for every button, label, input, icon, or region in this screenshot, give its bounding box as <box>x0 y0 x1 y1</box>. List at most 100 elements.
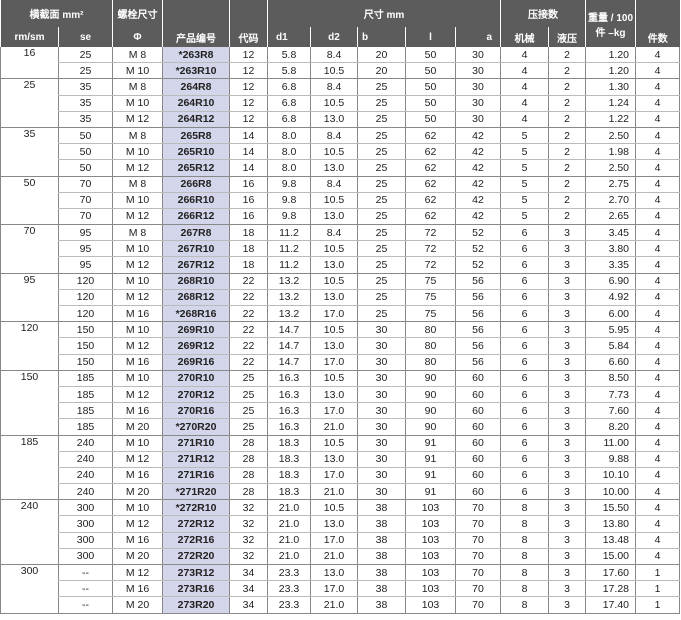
cell-code: 16 <box>229 192 268 209</box>
cell-weight: 7.60 <box>585 402 636 420</box>
cell-b: 30 <box>357 370 406 387</box>
cell-a: 30 <box>455 111 501 128</box>
cell-hydr: 3 <box>548 451 586 468</box>
cell-bolt: M 8 <box>112 224 163 242</box>
cell-a: 52 <box>455 256 501 274</box>
cell-b: 30 <box>357 321 406 339</box>
cell-pieces: 4 <box>635 483 680 501</box>
cell-l: 62 <box>405 208 456 226</box>
cell-hydr: 3 <box>548 273 586 290</box>
table-row: 70 95 M 8 267R8 18 11.2 8.4 25 72 52 6 3 3.45 4 <box>0 224 680 274</box>
cell-pieces: 4 <box>635 240 680 258</box>
cell-pieces: 4 <box>635 451 680 468</box>
cell-d1: 5.8 <box>267 47 311 64</box>
table-row: 50 M 10 265R10 14 8.0 10.5 25 62 42 5 2 1.98 4 <box>1 143 680 161</box>
cell-hydr: 2 <box>548 95 586 112</box>
cell-d2: 10.5 <box>310 370 358 387</box>
cell-hydr: 3 <box>548 435 586 452</box>
cell-pieces: 4 <box>635 127 680 145</box>
cell-weight: 2.70 <box>585 192 636 209</box>
cell-d1: 21.0 <box>267 515 311 533</box>
header-crimps: 压接数 <box>500 0 586 27</box>
cell-l: 103 <box>405 564 456 582</box>
cell-hydr: 2 <box>548 127 586 145</box>
cell-pieces: 4 <box>635 548 680 566</box>
cell-b: 30 <box>357 451 406 468</box>
cell-b: 25 <box>357 256 406 274</box>
cell-d2: 13.0 <box>310 289 358 307</box>
cell-mech: 8 <box>500 532 549 549</box>
cell-weight: 1.24 <box>585 95 636 112</box>
cell-weight: 1.30 <box>585 78 636 96</box>
cell-product-no: 266R10 <box>162 192 230 209</box>
cell-weight: 15.50 <box>585 499 636 517</box>
cell-b: 25 <box>357 111 406 128</box>
table-row: 95 M 12 267R12 18 11.2 13.0 25 72 52 6 3 3.35 4 <box>1 256 680 274</box>
cell-bolt: M 8 <box>112 176 163 193</box>
cell-d1: 9.8 <box>267 208 311 226</box>
cell-d1: 8.0 <box>267 143 311 161</box>
cell-mech: 4 <box>500 47 549 64</box>
cell-l: 103 <box>405 515 456 533</box>
cell-bolt: M 10 <box>112 321 163 339</box>
cell-l: 50 <box>405 78 456 96</box>
cell-hydr: 3 <box>548 224 586 242</box>
cell-pieces: 4 <box>635 159 680 177</box>
cell-bolt: M 16 <box>112 402 163 420</box>
cell-mech: 4 <box>500 62 549 80</box>
cell-d2: 17.0 <box>310 354 358 371</box>
cell-weight: 17.40 <box>585 596 636 614</box>
cell-product-no: 269R12 <box>162 337 230 355</box>
header-l: l <box>405 27 456 47</box>
cell-code: 25 <box>229 386 268 404</box>
header-blank <box>635 0 680 27</box>
cell-code: 12 <box>229 95 268 112</box>
cell-se: 25 <box>58 62 113 80</box>
cell-l: 91 <box>405 451 456 468</box>
cell-b: 25 <box>357 78 406 96</box>
cell-mm-sm: 25 <box>0 78 59 128</box>
cell-product-no: 272R16 <box>162 532 230 549</box>
cell-weight: 1.98 <box>585 143 636 161</box>
cell-d1: 21.0 <box>267 532 311 549</box>
cell-d2: 13.0 <box>310 564 358 582</box>
cell-code: 28 <box>229 435 268 452</box>
cell-pieces: 4 <box>635 467 680 485</box>
cell-bolt: M 12 <box>112 337 163 355</box>
cell-d2: 10.5 <box>310 273 358 290</box>
cell-product-no: *263R10 <box>162 62 230 80</box>
cell-d2: 13.0 <box>310 515 358 533</box>
cell-l: 50 <box>405 62 456 80</box>
cell-product-no: 269R10 <box>162 321 230 339</box>
cell-b: 25 <box>357 289 406 307</box>
cell-se: 300 <box>58 532 113 549</box>
cell-se: 240 <box>58 483 113 501</box>
cell-d1: 21.0 <box>267 499 311 517</box>
cell-b: 25 <box>357 127 406 145</box>
cell-mech: 6 <box>500 354 549 371</box>
cell-d2: 10.5 <box>310 95 358 112</box>
cell-d2: 10.5 <box>310 499 358 517</box>
header-b: b <box>357 27 406 47</box>
cell-d1: 13.2 <box>267 289 311 307</box>
cell-l: 90 <box>405 418 456 436</box>
cell-se: 120 <box>58 305 113 323</box>
cell-product-no: 267R8 <box>162 224 230 242</box>
table-row: 240 M 20 *271R20 28 18.3 21.0 30 91 60 6 3 10.00 4 <box>1 483 680 501</box>
header-code: 代码 <box>229 27 268 47</box>
cell-l: 90 <box>405 402 456 420</box>
cell-se: 70 <box>58 192 113 209</box>
cell-bolt: M 10 <box>112 143 163 161</box>
cell-weight: 17.60 <box>585 564 636 582</box>
cell-code: 16 <box>229 176 268 193</box>
cell-hydr: 3 <box>548 402 586 420</box>
cell-b: 20 <box>357 47 406 64</box>
cell-code: 18 <box>229 240 268 258</box>
cell-mech: 6 <box>500 224 549 242</box>
cell-weight: 13.80 <box>585 515 636 533</box>
cell-d1: 21.0 <box>267 548 311 566</box>
cell-d2: 10.5 <box>310 192 358 209</box>
cell-l: 90 <box>405 386 456 404</box>
cell-l: 91 <box>405 467 456 485</box>
cell-b: 38 <box>357 580 406 598</box>
